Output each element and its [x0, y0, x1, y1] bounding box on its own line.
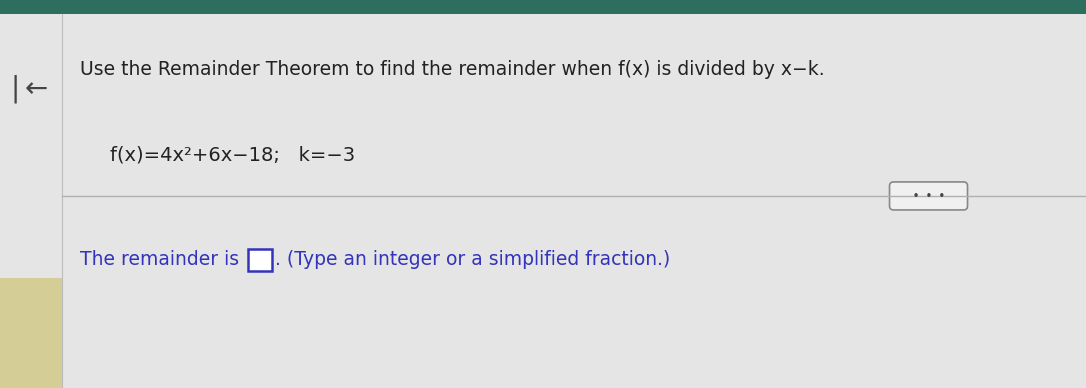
- FancyBboxPatch shape: [889, 182, 968, 210]
- Bar: [0, 0, 1086, 14]
- Text: •  •  •: • • •: [912, 191, 945, 201]
- Text: f(x)=4x²+6x−18;   k=−3: f(x)=4x²+6x−18; k=−3: [110, 146, 355, 165]
- Bar: [0, 278, 62, 388]
- Text: The remainder is: The remainder is: [80, 251, 239, 269]
- Text: . (Type an integer or a simplified fraction.): . (Type an integer or a simplified fract…: [275, 251, 670, 269]
- Text: $\mathsf{|\leftarrow}$: $\mathsf{|\leftarrow}$: [10, 73, 49, 105]
- Text: Use the Remainder Theorem to find the remainder when f(x) is divided by x−k.: Use the Remainder Theorem to find the re…: [80, 61, 824, 79]
- FancyBboxPatch shape: [248, 249, 272, 271]
